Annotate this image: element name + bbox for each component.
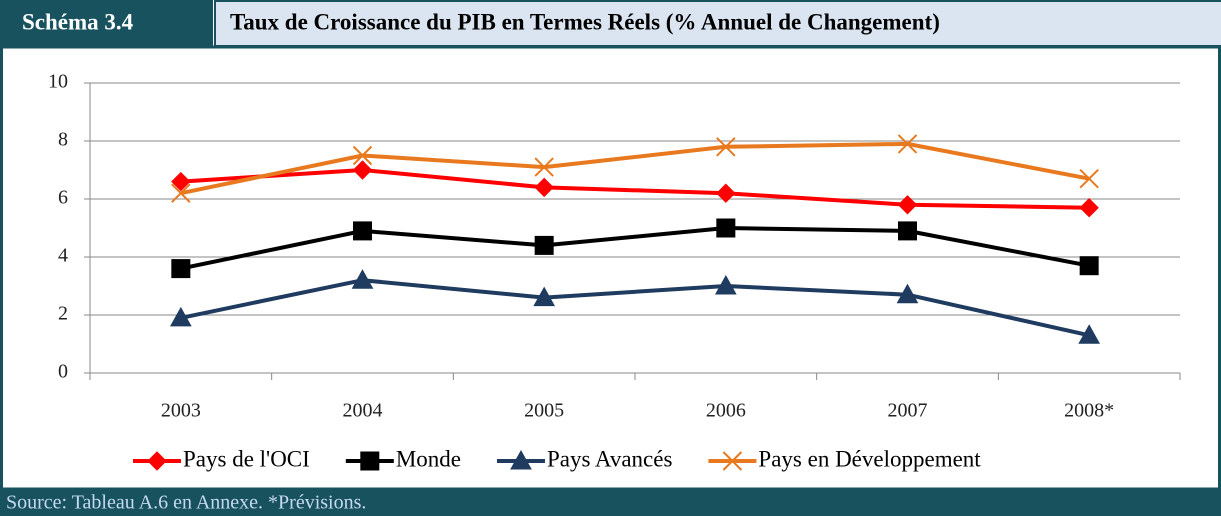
point-marker — [169, 306, 192, 327]
legend-label: Pays en Développement — [758, 446, 981, 471]
point-marker — [351, 269, 374, 289]
point-marker — [171, 171, 191, 192]
series-line — [180, 168, 1090, 210]
y-tick-label: 4 — [58, 245, 68, 267]
footer-source: Source: Tableau A.6 en Annexe. *Prévisio… — [6, 492, 366, 514]
x-tick-label: 2008* — [1064, 400, 1114, 422]
header-title-box — [214, 0, 1221, 47]
y-tick-label: 8 — [58, 129, 68, 151]
legend-label: Pays Avancés — [547, 446, 672, 471]
legend-label: Monde — [396, 446, 461, 471]
legend-marker — [360, 451, 380, 471]
legend-marker — [510, 449, 532, 470]
point-marker — [533, 286, 556, 307]
x-tick-label: 2007 — [888, 400, 928, 422]
legend-marker — [147, 451, 167, 471]
point-marker — [171, 183, 191, 203]
header-label-box — [0, 0, 213, 47]
point-marker — [714, 274, 737, 295]
point-marker — [897, 195, 918, 215]
point-marker — [534, 177, 554, 198]
point-marker — [1079, 197, 1099, 218]
x-tick-label: 2006 — [706, 400, 746, 422]
series-line — [180, 226, 1090, 271]
point-marker — [897, 134, 918, 154]
x-tick-label: 2003 — [161, 400, 201, 422]
legend-label: Pays de l'OCI — [183, 446, 310, 471]
y-tick-label: 2 — [58, 303, 68, 325]
x-tick-label: 2005 — [524, 400, 564, 422]
point-marker — [534, 157, 554, 177]
point-marker — [716, 218, 736, 238]
point-marker — [1079, 256, 1099, 276]
point-marker — [352, 160, 373, 180]
point-marker — [534, 235, 554, 255]
y-tick-label: 10 — [48, 71, 68, 93]
legend-marker — [722, 451, 743, 471]
point-marker — [896, 283, 919, 304]
y-tick-label: 0 — [58, 361, 68, 383]
series-line — [180, 141, 1090, 196]
point-marker — [171, 259, 191, 279]
y-tick-label: 6 — [58, 187, 68, 209]
point-marker — [352, 145, 373, 166]
x-tick-label: 2004 — [343, 400, 383, 422]
point-marker — [716, 183, 736, 203]
chart-title: Taux de Croissance du PIB en Termes Réel… — [230, 9, 940, 34]
point-marker — [716, 137, 736, 157]
point-marker — [1079, 168, 1099, 189]
point-marker — [1078, 324, 1101, 344]
footer-box — [0, 489, 1221, 516]
series-line — [180, 278, 1090, 338]
point-marker — [353, 221, 372, 241]
header-label: Schéma 3.4 — [22, 9, 134, 34]
point-marker — [898, 221, 917, 241]
